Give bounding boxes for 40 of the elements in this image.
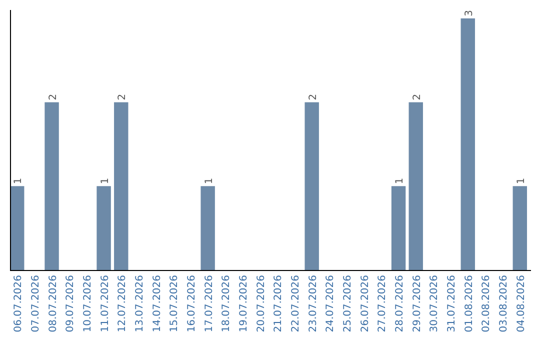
x-tick-label: 09.07.2026	[65, 275, 76, 332]
x-tick-label: 11.07.2026	[100, 275, 111, 332]
data-label: 1	[13, 178, 24, 184]
x-tick-label: 28.07.2026	[394, 275, 406, 332]
x-tick-label: 21.07.2026	[273, 275, 284, 332]
data-label: 1	[516, 178, 527, 184]
x-tick-label: 19.07.2026	[238, 275, 250, 332]
x-tick-label: 07.07.2026	[30, 275, 42, 332]
x-tick-label: 13.07.2026	[134, 275, 146, 332]
x-tick-label: 31.07.2026	[446, 275, 458, 332]
data-label: 1	[394, 178, 406, 184]
x-tick-label: 15.07.2026	[169, 275, 180, 332]
data-label: 2	[48, 94, 59, 100]
x-tick-label: 27.07.2026	[377, 275, 388, 332]
data-label: 1	[204, 178, 215, 184]
data-label: 2	[308, 94, 319, 100]
x-tick-label: 17.07.2026	[204, 275, 215, 332]
x-tick-label: 04.08.2026	[516, 275, 527, 332]
x-tick-label: 08.07.2026	[48, 275, 59, 332]
data-label: 2	[412, 94, 423, 100]
x-tick-label: 29.07.2026	[412, 275, 423, 332]
data-label: 2	[117, 94, 128, 100]
x-tick-label: 26.07.2026	[360, 275, 371, 332]
x-tick-label: 12.07.2026	[117, 275, 128, 332]
x-tick-label: 01.08.2026	[464, 275, 475, 332]
data-label: 3	[464, 10, 475, 16]
x-tick-label: 03.08.2026	[498, 275, 510, 332]
x-tick-label: 20.07.2026	[256, 275, 267, 332]
x-tick-label: 16.07.2026	[186, 275, 198, 332]
x-tick-label: 23.07.2026	[308, 275, 319, 332]
x-tick-label: 22.07.2026	[290, 275, 302, 332]
x-tick-label: 10.07.2026	[82, 275, 94, 332]
x-tick-label: 30.07.2026	[429, 275, 440, 332]
x-tick-label: 14.07.2026	[152, 275, 163, 332]
data-label: 1	[100, 178, 111, 184]
x-tick-label: 02.08.2026	[481, 275, 492, 332]
x-tick-label: 18.07.2026	[221, 275, 232, 332]
x-tick-label: 24.07.2026	[325, 275, 336, 332]
x-tick-label: 06.07.2026	[13, 275, 24, 332]
x-tick-label: 25.07.2026	[342, 275, 354, 332]
